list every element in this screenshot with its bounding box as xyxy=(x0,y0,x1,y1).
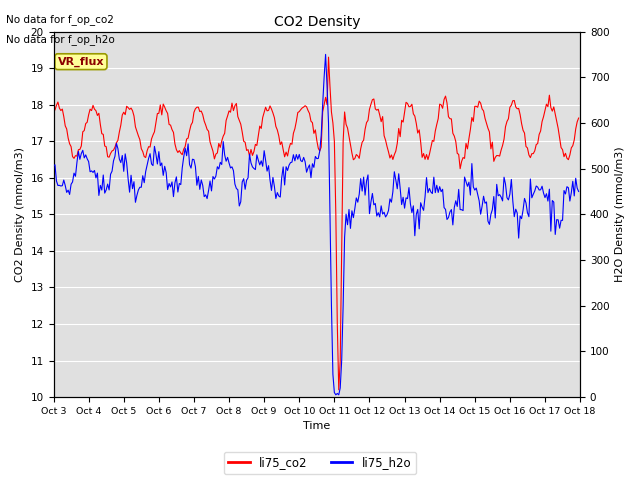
Text: No data for f_op_co2: No data for f_op_co2 xyxy=(6,14,115,25)
Y-axis label: H2O Density (mmol/m3): H2O Density (mmol/m3) xyxy=(615,146,625,282)
Text: No data for f_op_h2o: No data for f_op_h2o xyxy=(6,34,115,45)
Y-axis label: CO2 Density (mmol/m3): CO2 Density (mmol/m3) xyxy=(15,147,25,282)
Legend: li75_co2, li75_h2o: li75_co2, li75_h2o xyxy=(224,452,416,474)
X-axis label: Time: Time xyxy=(303,421,330,432)
Title: CO2 Density: CO2 Density xyxy=(273,15,360,29)
Text: VR_flux: VR_flux xyxy=(58,57,104,67)
